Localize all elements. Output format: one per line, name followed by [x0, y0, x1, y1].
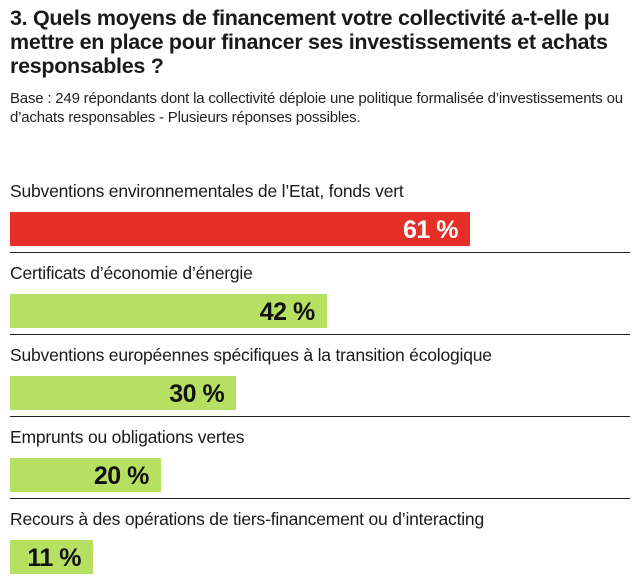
- bar-row: Emprunts ou obligations vertes 20 %: [0, 416, 640, 498]
- bar: 20 %: [10, 458, 161, 492]
- bar: 30 %: [10, 376, 237, 410]
- bar-value-label: 61 %: [402, 216, 458, 244]
- bar-row: Subventions environnementales de l’Etat,…: [0, 170, 640, 252]
- bar: 11 %: [10, 540, 93, 574]
- row-divider: [10, 416, 630, 417]
- bar-row: Certificats d’économie d’énergie 42 %: [0, 252, 640, 334]
- category-label: Subventions environnementales de l’Etat,…: [10, 181, 404, 201]
- row-divider: [10, 498, 630, 499]
- bar: 42 %: [10, 294, 327, 328]
- category-label: Subventions européennes spécifiques à la…: [10, 345, 492, 365]
- row-divider: [10, 334, 630, 335]
- bar-value-label: 11 %: [27, 544, 81, 572]
- bar-value-label: 20 %: [93, 462, 149, 490]
- bar-value-label: 30 %: [169, 380, 225, 408]
- category-label: Emprunts ou obligations vertes: [10, 427, 245, 447]
- category-label: Recours à des opérations de tiers-financ…: [10, 509, 484, 529]
- chart-title: 3. Quels moyens de financement votre col…: [10, 6, 610, 78]
- bar-value-label: 42 %: [259, 298, 315, 326]
- bar-chart: Subventions environnementales de l’Etat,…: [0, 170, 640, 585]
- bar-row: Recours à des opérations de tiers-financ…: [0, 498, 640, 580]
- chart-subtitle: Base : 249 répondants dont la collectivi…: [10, 90, 623, 126]
- category-label: Certificats d’économie d’énergie: [10, 263, 253, 283]
- bar-row: Subventions européennes spécifiques à la…: [0, 334, 640, 416]
- row-divider: [10, 252, 630, 253]
- bar: 61 %: [10, 212, 470, 246]
